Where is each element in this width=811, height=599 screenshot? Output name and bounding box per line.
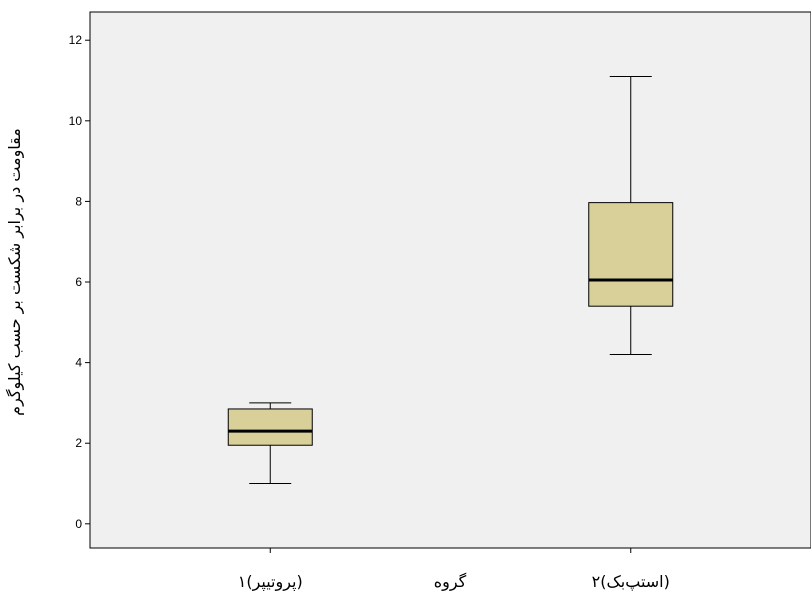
box-group <box>227 402 313 485</box>
x-category-label: ۱(پروتیپر) <box>238 572 303 592</box>
iqr-box <box>588 202 674 307</box>
y-tick-label: 4 <box>75 356 82 370</box>
y-axis-title: مقاومت در برابر شکست بر حسب کیلوگرم <box>5 128 25 416</box>
x-axis-title: گروه <box>434 572 467 592</box>
y-tick-label: 12 <box>69 33 83 47</box>
y-tick-label: 2 <box>75 436 82 450</box>
y-tick-label: 6 <box>75 275 82 289</box>
iqr-box <box>227 408 313 446</box>
y-tick-label: 8 <box>75 194 82 208</box>
y-tick-label: 10 <box>69 114 83 128</box>
x-axis: ۱(پروتیپر) ۲(استپ‌بک) <box>238 548 670 592</box>
y-axis: 0 2 4 6 8 10 12 <box>69 33 90 531</box>
box-group <box>588 75 674 356</box>
y-tick-label: 0 <box>75 517 82 531</box>
boxes <box>227 75 674 485</box>
plot-area <box>89 11 811 549</box>
x-category-label: ۲(استپ‌بک) <box>592 572 670 592</box>
